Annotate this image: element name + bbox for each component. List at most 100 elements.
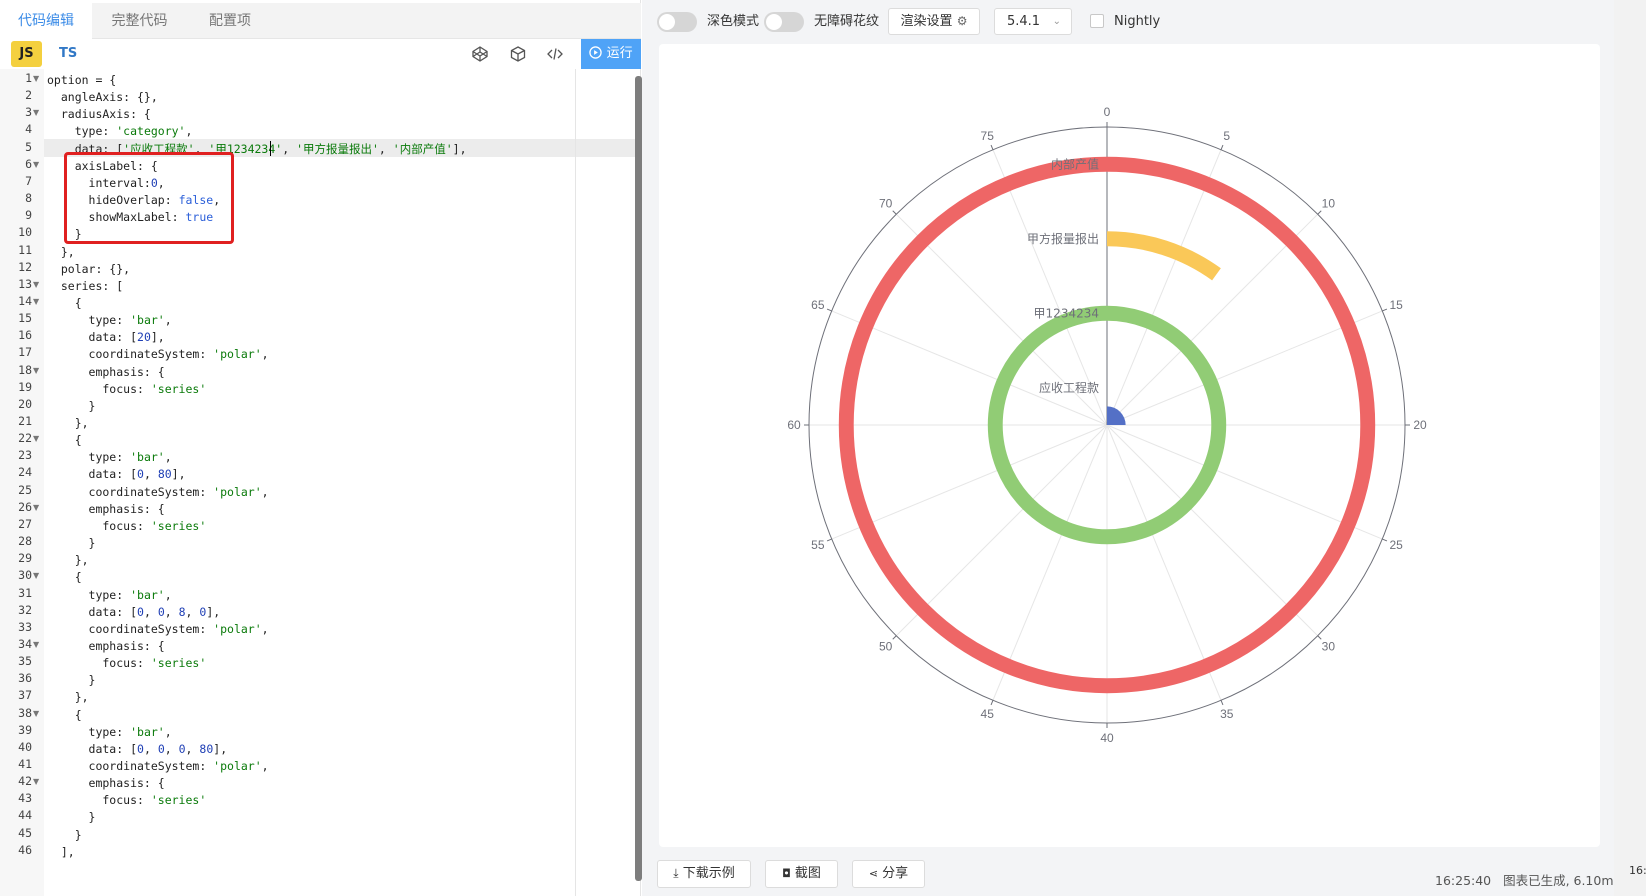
accessible-pattern-label: 无障碍花纹 (814, 14, 880, 29)
code-token: { (47, 570, 82, 585)
code-token: , (143, 604, 158, 619)
nightly-label: Nightly (1114, 14, 1161, 29)
run-button[interactable]: 运行 (581, 39, 641, 69)
line-number: 34 (18, 636, 32, 651)
code-token: 0 (199, 604, 207, 619)
tab-code-edit[interactable]: 代码编辑 (0, 3, 92, 40)
code-token: } (47, 398, 96, 413)
code-line: }, (47, 414, 89, 432)
fold-toggle-icon[interactable]: ▼ (33, 296, 40, 306)
screenshot-button[interactable]: ◘ 截图 (765, 860, 838, 888)
line-number: 11 (18, 242, 32, 257)
fold-toggle-icon[interactable]: ▼ (33, 639, 40, 649)
render-settings-button[interactable]: 渲染设置 ⚙ (888, 8, 980, 35)
version-value: 5.4.1 (1007, 14, 1041, 29)
code-token: 0 (178, 741, 186, 756)
code-token: showMaxLabel: (47, 210, 186, 225)
code-token: hideOverlap: (47, 193, 179, 208)
code-token: } (47, 810, 96, 825)
radius-category-label: 甲1234234 (1034, 306, 1099, 320)
code-line: }, (47, 243, 75, 261)
code-token: ], (47, 844, 75, 859)
nightly-checkbox[interactable] (1090, 14, 1104, 28)
code-token: coordinateSystem: (47, 621, 214, 636)
line-number: 27 (18, 516, 32, 531)
code-token: 'polar' (213, 759, 262, 773)
code-token: 'series' (150, 656, 207, 671)
code-token: false (178, 193, 214, 208)
line-number: 10 (18, 225, 32, 240)
line-number: 41 (18, 757, 32, 771)
dark-mode-toggle[interactable] (657, 12, 697, 32)
line-number: 2 (25, 88, 32, 103)
code-token: { (47, 707, 82, 722)
code-token: { (47, 433, 82, 448)
play-circle-icon (589, 46, 603, 59)
code-line: coordinateSystem: 'polar', (47, 757, 269, 775)
fold-toggle-icon[interactable]: ▼ (33, 434, 40, 444)
code-token: , (185, 604, 200, 619)
lang-js-button[interactable]: JS (11, 41, 42, 67)
angle-tick-label: 70 (879, 197, 893, 211)
lang-ts-button[interactable]: TS (59, 46, 78, 61)
code-token: , (282, 141, 297, 156)
code-line: emphasis: { (47, 500, 165, 518)
line-number: 20 (18, 396, 32, 411)
fold-toggle-icon[interactable]: ▼ (33, 365, 40, 375)
angle-tick (892, 635, 897, 640)
code-token: interval: (47, 175, 151, 190)
angle-tick (1317, 635, 1322, 640)
preview-toolbar: 深色模式 无障碍花纹 渲染设置 ⚙ 5.4.1 ⌄ Nightly (642, 0, 1614, 42)
fold-toggle-icon[interactable]: ▼ (33, 502, 40, 512)
code-token: ], (206, 604, 221, 619)
editor-scrollbar[interactable] (635, 76, 642, 881)
code-editor[interactable]: 1 ▼ 2 3 ▼ 4 5 6 ▼ 7 8 9 10 11 12 13 ▼ 14 ▼ 15 16 17 18 ▼ 19 20 21 2… (0, 69, 641, 896)
version-select[interactable]: 5.4.1 ⌄ (994, 8, 1072, 35)
fold-toggle-icon[interactable]: ▼ (33, 74, 40, 83)
fold-toggle-icon[interactable]: ▼ (33, 708, 40, 718)
code-token: 0 (137, 467, 144, 482)
angle-tick (826, 308, 832, 312)
line-number: 14 (18, 293, 32, 308)
line-number-gutter: 1 ▼ 2 3 ▼ 4 5 6 ▼ 7 8 9 10 11 12 13 ▼ 14 ▼ 15 16 17 18 ▼ 19 20 21 2… (0, 69, 44, 896)
fold-toggle-icon[interactable]: ▼ (33, 279, 40, 289)
code-line: { (47, 294, 82, 312)
line-number: 6 (25, 156, 32, 171)
tab-config[interactable]: 配置项 (209, 13, 251, 29)
line-number: 13 (18, 276, 32, 291)
code-line: emphasis: { (47, 363, 165, 381)
angle-tick-label: 60 (787, 418, 801, 432)
line-number: 24 (18, 465, 32, 480)
line-number: 3 (25, 105, 32, 120)
code-line: angleAxis: {}, (47, 88, 158, 106)
fold-toggle-icon[interactable]: ▼ (33, 159, 40, 169)
download-example-button[interactable]: ⤓ 下载示例 (657, 860, 751, 888)
code-icon[interactable] (545, 44, 565, 64)
polar-bar-chart[interactable]: 0 5 10 15 20 25 30 35 40 45 50 55 60 65 70 75 应收工程款 甲1234… (659, 44, 1600, 847)
codepen-icon[interactable] (470, 44, 490, 64)
line-number: 9 (25, 208, 32, 223)
code-line: showMaxLabel: true (47, 208, 214, 226)
fold-toggle-icon[interactable]: ▼ (33, 777, 40, 787)
code-token: type: (47, 313, 131, 328)
code-line: emphasis: { (47, 637, 165, 655)
fold-toggle-icon[interactable]: ▼ (33, 108, 40, 118)
code-token: 'bar' (130, 587, 165, 602)
angle-tick (826, 538, 832, 542)
code-token: 0 (150, 175, 158, 190)
code-line: data: [0, 80], (47, 465, 186, 483)
code-token: , (213, 193, 221, 208)
text-cursor (270, 141, 271, 156)
code-line: }, (47, 688, 89, 706)
share-button[interactable]: ⋖ 分享 (852, 860, 925, 888)
code-token: , (261, 347, 269, 362)
cube-icon[interactable] (508, 44, 528, 64)
accessible-pattern-toggle[interactable] (764, 12, 804, 32)
fold-toggle-icon[interactable]: ▼ (33, 571, 40, 581)
code-token: axisLabel: { (47, 158, 158, 173)
angle-tick-label: 50 (879, 639, 893, 653)
tab-full-code[interactable]: 完整代码 (111, 13, 168, 29)
line-number: 19 (18, 379, 32, 394)
code-line: ], (47, 843, 75, 861)
code-line: radiusAxis: { (47, 105, 151, 123)
